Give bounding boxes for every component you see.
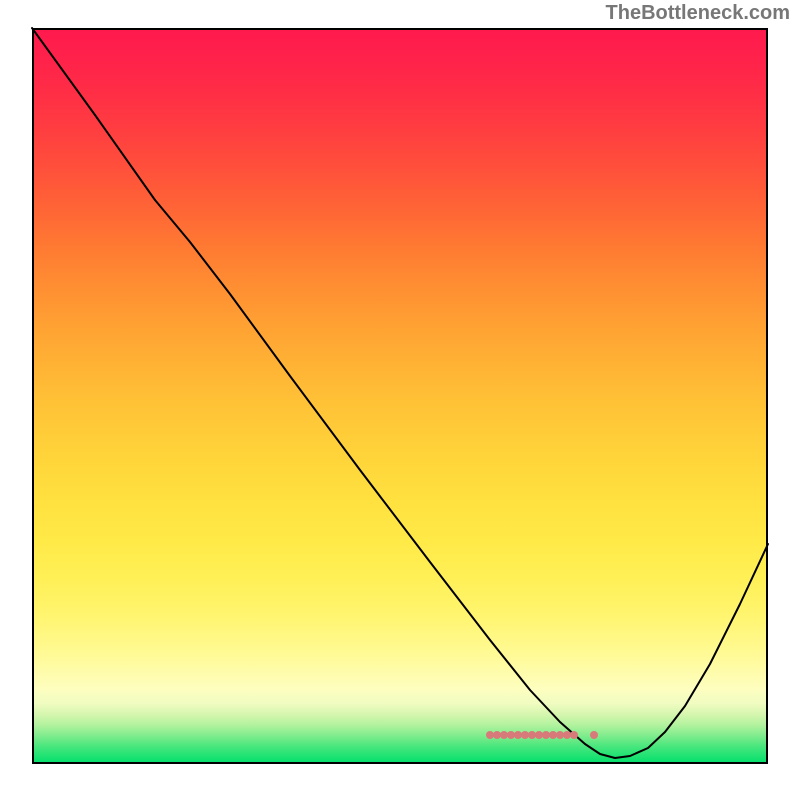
plot-frame (32, 28, 768, 764)
chart-container: TheBottleneck.com (0, 0, 800, 800)
watermark-text: TheBottleneck.com (606, 2, 790, 25)
